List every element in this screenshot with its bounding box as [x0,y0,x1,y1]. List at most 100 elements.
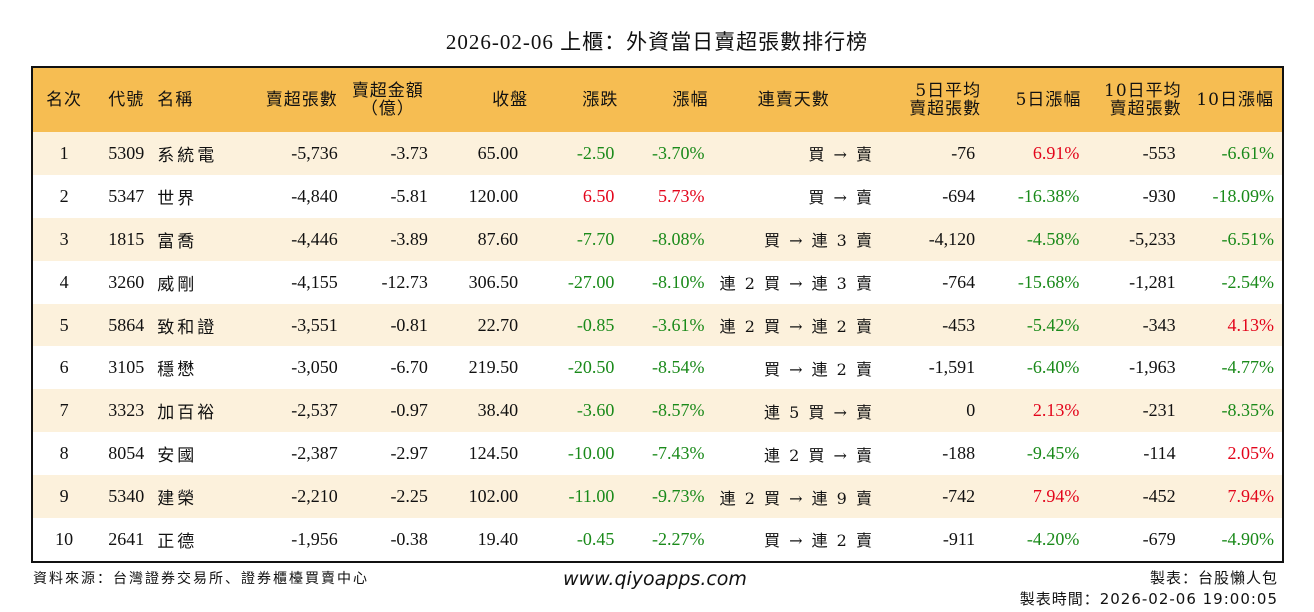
rank-cell: 8 [59,443,69,464]
close-cell: 306.50 [468,271,519,292]
name-cell: 加百裕 [157,403,218,424]
streak-cell: 買 → 連 2 賣 [764,531,873,551]
close-cell: 22.70 [477,314,519,335]
rank-cell: 4 [59,271,69,292]
header-avg10-line2: 賣超張數 [1109,99,1182,119]
pct10-cell: -4.90% [1221,528,1275,549]
change-cell: -7.70 [576,228,615,249]
change-pct-cell: 5.73% [658,185,705,206]
pct5-cell: -5.42% [1026,314,1080,335]
header-close: 收盤 [492,90,529,110]
pct5-cell: 7.94% [1032,486,1080,507]
avg5-cell: -694 [942,185,976,206]
sell-amount-cell: -3.73 [390,142,428,163]
change-pct-cell: -8.08% [652,228,705,249]
rank-cell: 2 [59,185,69,206]
sell-shares-cell: -4,155 [291,271,338,292]
name-cell: 系統電 [157,145,218,166]
name-cell: 世界 [157,188,198,209]
change-cell: -27.00 [567,271,615,292]
streak-cell: 連 2 買 → 連 2 賣 [719,317,873,336]
sell-shares-cell: -1,956 [291,528,338,549]
sell-shares-cell: -5,736 [291,142,338,163]
pct10-cell: -2.54% [1221,271,1275,292]
name-cell: 正德 [157,531,198,552]
header-code: 代號 [108,90,145,110]
sell-amount-cell: -6.70 [390,357,428,378]
table-row: 9 5340 建榮 -2,210 -2.25 102.00 -11.00 -9.… [33,475,1282,519]
change-pct-cell: -7.43% [652,443,705,464]
avg10-cell: -114 [1143,443,1176,464]
sell-shares-cell: -3,551 [291,314,338,335]
table-row: 3 1815 富喬 -4,446 -3.89 87.60 -7.70 -8.08… [33,217,1282,261]
name-cell: 安國 [157,446,198,467]
change-cell: -3.60 [576,400,615,421]
sell-amount-cell: -2.25 [390,486,428,507]
code-cell: 3323 [108,400,145,421]
table-row: 4 3260 威剛 -4,155 -12.73 306.50 -27.00 -8… [33,260,1282,304]
change-pct-cell: -8.10% [652,271,705,292]
header-avg10: 10日平均 賣超張數 [1081,68,1181,132]
pct10-cell: -6.51% [1221,228,1275,249]
sell-amount-cell: -0.81 [390,314,428,335]
pct10-cell: 7.94% [1227,486,1275,507]
name-cell: 建榮 [157,489,198,510]
rank-cell: 9 [59,486,69,507]
streak-cell: 買 → 賣 [808,188,873,208]
table-row: 7 3323 加百裕 -2,537 -0.97 38.40 -3.60 -8.5… [33,389,1282,433]
close-cell: 124.50 [468,443,519,464]
change-cell: -0.85 [576,314,615,335]
website-link[interactable]: www.qiyoapps.com [563,568,747,590]
header-avg5: 5日平均 賣超張數 [879,68,981,132]
name-cell: 穩懋 [157,360,198,381]
sell-shares-cell: -2,387 [291,443,338,464]
code-cell: 5347 [108,185,145,206]
made-time-label: 製表時間：2026-02-06 19:00:05 [1019,590,1278,608]
rank-cell: 5 [59,314,69,335]
data-source-note: 資料來源：台灣證券交易所、證券櫃檯買賣中心 [33,571,369,587]
table-row: 2 5347 世界 -4,840 -5.81 120.00 6.50 5.73%… [33,174,1282,218]
avg10-cell: -1,963 [1129,357,1176,378]
sell-amount-cell: -3.89 [390,228,428,249]
avg10-cell: -679 [1142,528,1176,549]
sell-shares-cell: -2,537 [291,400,338,421]
table-body: 1 5309 系統電 -5,736 -3.73 65.00 -2.50 -3.7… [33,132,1282,561]
pct5-cell: -15.68% [1017,271,1080,292]
sell-amount-cell: -12.73 [381,271,428,292]
pct10-cell: -8.35% [1221,400,1275,421]
sell-amount-cell: -0.97 [390,400,428,421]
header-pct10: 10日漲幅 [1196,90,1274,110]
change-cell: 6.50 [582,185,615,206]
header-rank: 名次 [46,90,83,110]
rank-cell: 3 [59,228,69,249]
close-cell: 38.40 [477,400,519,421]
pct5-cell: 6.91% [1032,142,1080,163]
pct10-cell: -6.61% [1221,142,1275,163]
change-pct-cell: -3.70% [652,142,705,163]
name-cell: 威剛 [157,274,198,295]
header-change: 漲跌 [582,90,619,110]
table-row: 10 2641 正德 -1,956 -0.38 19.40 -0.45 -2.2… [33,518,1282,561]
change-cell: -20.50 [567,357,615,378]
sell-amount-cell: -5.81 [390,185,428,206]
streak-cell: 連 2 買 → 連 3 賣 [719,274,873,294]
streak-cell: 買 → 連 2 賣 [764,359,873,379]
avg10-cell: -231 [1142,400,1176,421]
header-avg5-line1: 5日平均 [915,81,982,101]
code-cell: 3260 [108,271,145,292]
code-cell: 2641 [108,528,145,549]
close-cell: 87.60 [477,228,519,249]
streak-cell: 買 → 賣 [808,145,873,165]
avg5-cell: -4,120 [928,228,976,249]
change-pct-cell: -3.61% [652,314,705,335]
change-pct-cell: -8.54% [652,357,705,378]
pct10-cell: -18.09% [1212,185,1275,206]
rank-cell: 10 [55,528,74,549]
avg10-cell: -452 [1142,486,1176,507]
code-cell: 1815 [108,228,145,249]
header-sell-amount-line1: 賣超金額 [351,81,424,101]
pct10-cell: -4.77% [1221,357,1275,378]
streak-cell: 連 2 買 → 賣 [764,445,873,465]
avg10-cell: -5,233 [1129,228,1176,249]
close-cell: 19.40 [477,528,519,549]
